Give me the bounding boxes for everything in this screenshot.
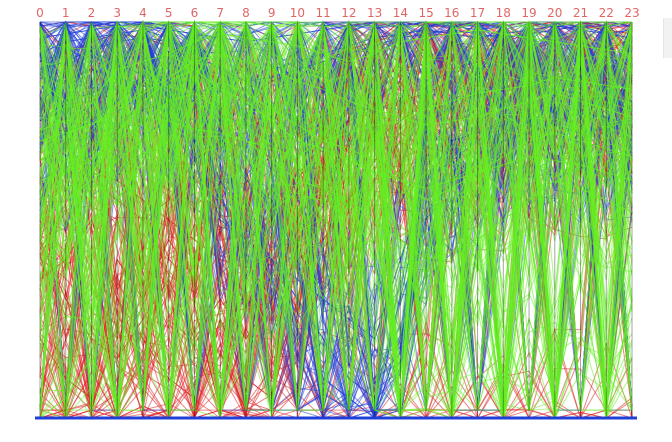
axis-label-22: 22 xyxy=(599,6,614,20)
axis-label-23: 23 xyxy=(624,6,639,20)
axis-labels: 0 1 2 3 4 5 6 7 8 9 10 11 12 13 14 15 16 17 18 19 20 21 22 23 xyxy=(36,6,639,20)
series-2-line-7-11 xyxy=(39,24,633,315)
series-2-line-6-5 xyxy=(39,21,633,411)
axis-label-8: 8 xyxy=(242,6,250,20)
series-2-line-4-4 xyxy=(39,21,633,419)
axis-label-9: 9 xyxy=(268,6,276,20)
series-2-line-7-14 xyxy=(39,53,633,411)
polylines xyxy=(39,20,633,420)
series-2-line-7-16 xyxy=(39,25,633,411)
right-edge-strip xyxy=(663,18,672,58)
axis-label-21: 21 xyxy=(573,6,588,20)
axis-label-7: 7 xyxy=(216,6,224,20)
series-2-line-6-17 xyxy=(39,21,633,411)
axis-label-6: 6 xyxy=(191,6,199,20)
axis-label-11: 11 xyxy=(315,6,330,20)
series-2-line-3-16 xyxy=(39,25,633,419)
axis-label-19: 19 xyxy=(521,6,536,20)
axis-label-1: 1 xyxy=(62,6,70,20)
series-2-line-7-17 xyxy=(39,24,633,411)
series-2-line-7-12 xyxy=(39,21,633,411)
series-2 xyxy=(39,20,633,420)
axis-label-14: 14 xyxy=(393,6,408,20)
axis-label-13: 13 xyxy=(367,6,382,20)
axis-label-12: 12 xyxy=(341,6,356,20)
axis-label-16: 16 xyxy=(444,6,459,20)
series-2-line-2-3 xyxy=(39,21,632,411)
axis-label-4: 4 xyxy=(139,6,147,20)
series-2-line-7-7 xyxy=(39,25,633,411)
series-2-line-7-3 xyxy=(39,21,633,411)
axis-label-15: 15 xyxy=(418,6,433,20)
series-2-line-7-5 xyxy=(39,24,633,411)
series-2-line-6-4 xyxy=(39,20,633,411)
axis-label-2: 2 xyxy=(88,6,96,20)
axis-label-18: 18 xyxy=(496,6,511,20)
axis-label-20: 20 xyxy=(547,6,562,20)
series-2-line-6-9 xyxy=(39,20,633,411)
axis-label-3: 3 xyxy=(113,6,121,20)
series-2-line-7-15 xyxy=(39,21,633,411)
series-2-line-6-3 xyxy=(39,20,633,411)
series-2-line-6-0 xyxy=(39,53,633,142)
series-2-line-5-16 xyxy=(39,20,633,411)
axis-label-5: 5 xyxy=(165,6,173,20)
series-2-line-7-9 xyxy=(39,21,633,352)
series-2-line-4-17 xyxy=(39,21,633,419)
axes xyxy=(39,22,633,418)
axis-label-10: 10 xyxy=(290,6,305,20)
axis-label-0: 0 xyxy=(36,6,44,20)
axis-label-17: 17 xyxy=(470,6,485,20)
series-2-line-7-6 xyxy=(39,25,633,411)
